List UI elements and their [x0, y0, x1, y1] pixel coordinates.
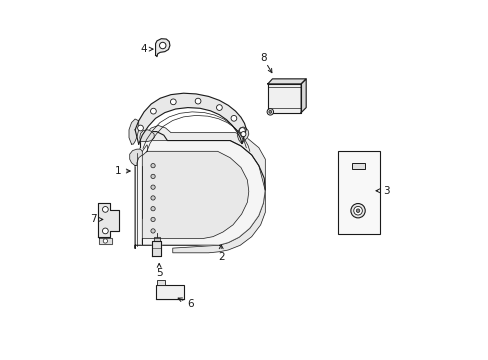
- Polygon shape: [267, 84, 301, 113]
- Circle shape: [137, 125, 143, 131]
- Polygon shape: [129, 149, 142, 166]
- Circle shape: [151, 217, 155, 222]
- Polygon shape: [172, 191, 265, 253]
- Bar: [155, 285, 184, 299]
- Circle shape: [216, 105, 222, 111]
- Polygon shape: [129, 119, 139, 144]
- Circle shape: [195, 98, 201, 104]
- Text: 6: 6: [187, 299, 194, 309]
- Circle shape: [170, 99, 176, 105]
- Circle shape: [151, 163, 155, 168]
- Text: 3: 3: [382, 186, 388, 196]
- Circle shape: [151, 174, 155, 179]
- Text: 1: 1: [115, 166, 122, 176]
- Bar: [156, 280, 164, 285]
- Polygon shape: [155, 39, 169, 57]
- Circle shape: [102, 207, 108, 212]
- Circle shape: [266, 109, 273, 115]
- Text: 2: 2: [218, 252, 224, 262]
- Polygon shape: [140, 126, 265, 191]
- Circle shape: [151, 185, 155, 189]
- Circle shape: [159, 42, 165, 49]
- Circle shape: [241, 132, 245, 136]
- Circle shape: [151, 207, 155, 211]
- Circle shape: [102, 228, 108, 234]
- Polygon shape: [135, 132, 265, 248]
- Polygon shape: [135, 93, 246, 144]
- Circle shape: [103, 239, 107, 243]
- Polygon shape: [237, 127, 248, 143]
- Polygon shape: [99, 238, 112, 244]
- Text: 7: 7: [90, 215, 96, 224]
- Polygon shape: [142, 151, 248, 244]
- Bar: [337, 151, 379, 234]
- Polygon shape: [152, 241, 161, 256]
- Circle shape: [230, 116, 236, 121]
- Polygon shape: [98, 203, 119, 237]
- Circle shape: [356, 209, 359, 212]
- Circle shape: [268, 111, 271, 113]
- Polygon shape: [267, 79, 305, 84]
- Circle shape: [350, 203, 365, 218]
- Polygon shape: [153, 237, 159, 241]
- Text: 4: 4: [140, 44, 146, 54]
- Text: 8: 8: [259, 53, 266, 63]
- Circle shape: [150, 108, 156, 114]
- Polygon shape: [140, 130, 154, 141]
- Circle shape: [151, 229, 155, 233]
- Bar: [351, 163, 364, 169]
- Circle shape: [151, 196, 155, 200]
- Text: 5: 5: [156, 268, 162, 278]
- Circle shape: [239, 128, 244, 134]
- Circle shape: [353, 206, 362, 215]
- Polygon shape: [301, 79, 305, 113]
